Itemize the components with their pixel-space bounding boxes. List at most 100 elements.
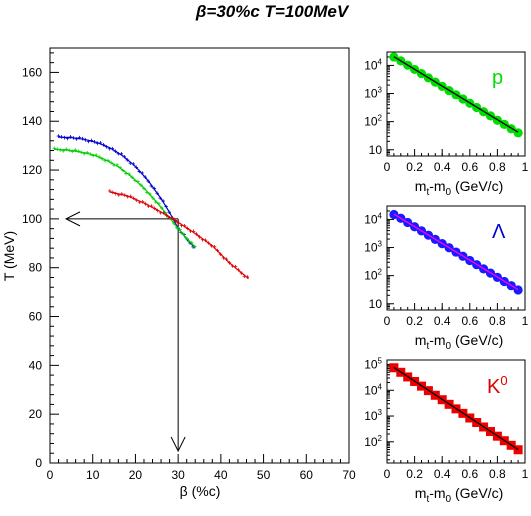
series-point-2 <box>176 221 181 225</box>
series-point-1 <box>100 156 104 161</box>
series-point-1 <box>94 153 98 157</box>
series-point-1 <box>172 221 176 225</box>
series-point-0 <box>86 139 91 144</box>
series-point-1 <box>151 196 155 200</box>
series-point-1 <box>154 200 158 204</box>
series-point-1 <box>190 241 194 245</box>
series-point-2 <box>206 241 211 245</box>
series-point-0 <box>122 154 127 159</box>
series-point-0 <box>56 134 61 138</box>
series-point-2 <box>203 238 208 242</box>
series-point-1 <box>178 227 182 232</box>
series-point-1 <box>181 231 185 236</box>
x-tick-label: 70 <box>342 468 356 482</box>
series-point-2 <box>236 268 241 272</box>
series-point-0 <box>134 165 139 170</box>
series-point-1 <box>124 171 128 176</box>
series-point-2 <box>173 218 178 223</box>
x-tick-label: 0 <box>384 160 391 174</box>
series-point-1 <box>73 148 78 152</box>
x-tick-label: 20 <box>129 468 143 482</box>
main-plot: 0 10 20 30 40 50 60 70 0 20 40 60 80 100 120 140 160 β (%… <box>1 47 356 499</box>
x-tick-label: 1 <box>522 160 529 174</box>
series-point-0 <box>59 135 64 139</box>
x-tick-label: 0.6 <box>461 160 478 174</box>
series-point-1 <box>136 179 140 184</box>
series-point-0 <box>80 136 85 141</box>
series-point-2 <box>209 244 214 248</box>
series-point-1 <box>121 168 125 173</box>
series-point-0 <box>104 144 109 149</box>
particle-label: K0 <box>487 373 508 398</box>
series-point-2 <box>113 191 118 196</box>
x-tick-label: 40 <box>214 468 228 482</box>
series-point-1 <box>148 192 152 196</box>
series-point-2 <box>122 193 127 198</box>
series-point-2 <box>143 202 148 206</box>
series-point-2 <box>155 208 160 213</box>
x-tick-label: 60 <box>300 468 314 482</box>
x-tick-label: 1 <box>522 467 529 481</box>
series-point-0 <box>68 135 73 139</box>
series-point-1 <box>70 149 75 154</box>
series-point-1 <box>118 165 122 170</box>
series-point-2 <box>245 275 250 279</box>
series-point-1 <box>79 150 83 155</box>
series-point-1 <box>55 147 60 151</box>
series-point-1 <box>133 178 137 183</box>
series-point-0 <box>149 184 154 188</box>
x-tick-label: 0.4 <box>434 314 451 328</box>
x-tick-label: 0 <box>47 468 54 482</box>
series-point-2 <box>119 192 124 196</box>
series-point-1 <box>187 239 191 244</box>
series-point-2 <box>224 257 229 261</box>
series-point-2 <box>227 261 232 265</box>
particle-label: p <box>492 67 503 89</box>
series-point-2 <box>116 193 121 197</box>
series-point-2 <box>125 194 130 199</box>
y-axis-label: T (MeV) <box>1 231 17 281</box>
series-point-1 <box>175 225 179 230</box>
series-point-1 <box>109 160 113 165</box>
x-tick-label: 0.4 <box>434 467 451 481</box>
series-point-1 <box>52 146 57 151</box>
kaon-spectrum-plot: 0 0.2 0.4 0.6 0.8 1 105 104 103 102 mt-m0 (GeV/c) K… <box>364 357 528 505</box>
series-point-2 <box>108 189 112 193</box>
y-tick-label: 102 <box>364 434 382 449</box>
series-point-1 <box>85 150 89 155</box>
series-point-2 <box>212 245 217 249</box>
plot-frame <box>49 47 350 464</box>
y-tick-label: 80 <box>29 261 43 275</box>
series-point-1 <box>76 149 80 153</box>
series-point-1 <box>106 158 110 163</box>
particle-label: Λ <box>492 221 506 243</box>
y-tick-label: 105 <box>364 357 382 372</box>
series-point-2 <box>140 199 145 204</box>
lambda-spectrum-plot: 0 0.2 0.4 0.6 0.8 1 104 103 102 10 mt-m0 (GeV/c) Λ <box>364 205 529 352</box>
series-point-2 <box>128 194 133 199</box>
series-point-1 <box>58 148 63 152</box>
series-point-1 <box>193 244 197 249</box>
x-axis-label: mt-m0 (GeV/c) <box>415 332 503 352</box>
series-point-2 <box>194 232 199 236</box>
data-point <box>513 285 523 295</box>
series-point-1 <box>157 201 161 206</box>
y-tick-label: 140 <box>22 114 42 128</box>
series-point-1 <box>115 163 119 167</box>
series-curve-1 <box>54 148 196 248</box>
series-point-2 <box>110 190 115 195</box>
beta-arrowhead <box>170 436 186 453</box>
x-tick-label: 0.8 <box>489 160 506 174</box>
series-point-2 <box>134 198 139 203</box>
series-point-1 <box>184 235 188 240</box>
series-point-0 <box>158 196 163 200</box>
series-point-0 <box>113 149 118 154</box>
series-point-1 <box>91 153 95 158</box>
series-point-0 <box>146 179 151 183</box>
series-point-1 <box>61 149 66 153</box>
y-tick-label: 100 <box>22 212 42 226</box>
fit-line <box>393 366 519 451</box>
series-point-1 <box>142 186 146 191</box>
series-point-2 <box>197 235 202 239</box>
temperature-arrowhead <box>64 211 81 227</box>
